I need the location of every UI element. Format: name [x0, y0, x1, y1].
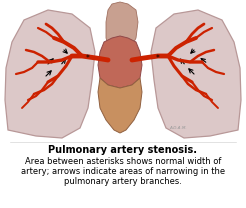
Text: *: * [156, 53, 160, 62]
Polygon shape [5, 10, 95, 138]
Text: artery; arrows indicate areas of narrowing in the: artery; arrows indicate areas of narrowi… [21, 166, 225, 176]
Text: A.D.A.M.: A.D.A.M. [169, 126, 187, 130]
Text: *: * [86, 53, 90, 62]
Text: Pulmonary artery stenosis.: Pulmonary artery stenosis. [48, 145, 198, 155]
Polygon shape [151, 10, 241, 138]
Text: pulmonary artery branches.: pulmonary artery branches. [64, 177, 182, 186]
Polygon shape [98, 78, 142, 133]
Polygon shape [106, 2, 138, 52]
Text: Area between asterisks shows normal width of: Area between asterisks shows normal widt… [25, 156, 221, 166]
Polygon shape [98, 36, 142, 88]
